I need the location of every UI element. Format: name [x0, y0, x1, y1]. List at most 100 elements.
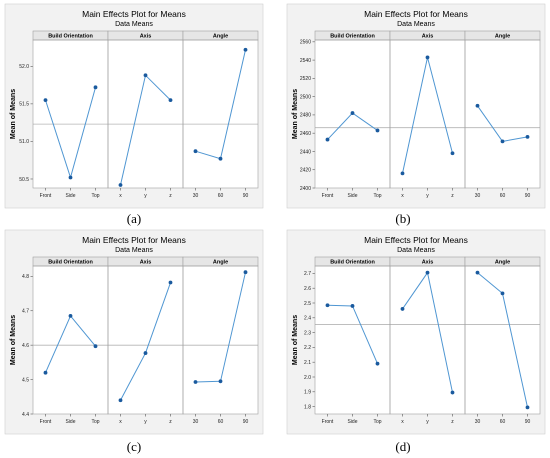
chart-title: Main Effects Plot for Means: [82, 235, 186, 245]
chart-title: Main Effects Plot for Means: [82, 9, 186, 19]
x-tick-label: Front: [40, 419, 52, 425]
data-point: [168, 280, 173, 285]
data-point: [500, 139, 505, 144]
caption-d: (d): [395, 439, 411, 454]
data-point: [143, 73, 148, 78]
y-tick-label: 51.0: [19, 139, 29, 145]
data-point: [93, 85, 98, 90]
x-tick-label: 30: [475, 419, 481, 425]
data-point: [118, 398, 123, 403]
y-axis-label: Mean of Means: [292, 89, 299, 139]
data-point: [325, 303, 330, 308]
y-tick-label: 4.4: [22, 412, 29, 418]
x-tick-label: 60: [218, 193, 224, 199]
factor-label: Build Orientation: [48, 34, 93, 40]
data-point: [375, 361, 380, 366]
data-point: [475, 103, 480, 108]
x-tick-label: z: [451, 419, 454, 425]
factor-label: Axis: [422, 260, 434, 266]
y-tick-label: 2.4: [304, 316, 311, 322]
y-tick-label: 2460: [300, 131, 311, 137]
x-tick-label: y: [426, 419, 429, 425]
data-point: [425, 55, 430, 60]
y-tick-label: 2500: [300, 94, 311, 100]
x-tick-label: x: [401, 419, 404, 425]
y-tick-label: 2400: [300, 186, 311, 192]
x-tick-label: Side: [347, 419, 357, 425]
factor-label: Axis: [140, 34, 152, 40]
x-tick-label: Side: [65, 193, 75, 199]
y-tick-label: 4.8: [22, 274, 29, 280]
factor-label: Angle: [213, 260, 228, 266]
y-tick-label: 2440: [300, 149, 311, 155]
factor-label: Build Orientation: [330, 34, 375, 40]
chart-a: Main Effects Plot for Means Data Means 50.…: [4, 3, 264, 209]
y-tick-label: 50.5: [19, 177, 29, 183]
y-tick-label: 2.2: [304, 345, 311, 351]
x-tick-label: Top: [373, 419, 381, 425]
y-tick-label: 51.5: [19, 102, 29, 108]
x-tick-label: Top: [373, 193, 381, 199]
plot-area: [33, 40, 258, 188]
factor-label: Axis: [422, 34, 434, 40]
y-tick-label: 52.0: [19, 64, 29, 70]
x-tick-label: 90: [525, 193, 531, 199]
factor-label: Axis: [140, 260, 152, 266]
factor-label: Angle: [495, 260, 510, 266]
y-tick-label: 2.7: [304, 271, 311, 277]
caption-a: (a): [126, 211, 142, 226]
x-tick-label: y: [144, 419, 147, 425]
y-tick-label: 4.5: [22, 377, 29, 383]
x-tick-label: Front: [322, 419, 334, 425]
data-point: [193, 149, 198, 154]
x-tick-label: 30: [475, 193, 481, 199]
chart-c: Main Effects Plot for Means Data Means 4.4…: [4, 229, 264, 435]
x-tick-label: Side: [347, 193, 357, 199]
x-tick-label: z: [169, 419, 172, 425]
x-tick-label: Top: [91, 193, 99, 199]
y-tick-label: 4.6: [22, 343, 29, 349]
caption-b: (b): [395, 211, 411, 226]
data-point: [450, 390, 455, 395]
x-tick-label: 60: [218, 419, 224, 425]
data-point: [68, 314, 73, 318]
x-tick-label: x: [119, 419, 122, 425]
data-point: [243, 270, 248, 275]
data-point: [325, 137, 330, 142]
factor-label: Build Orientation: [48, 260, 93, 266]
plot-area: [33, 266, 258, 414]
data-point: [350, 304, 355, 308]
y-tick-label: 2540: [300, 58, 311, 64]
chart-subtitle: Data Means: [397, 247, 435, 254]
y-axis-label: Mean of Means: [10, 315, 17, 365]
data-point: [68, 175, 73, 180]
data-point: [425, 270, 430, 275]
y-tick-label: 1.8: [304, 404, 311, 410]
x-tick-label: Front: [40, 193, 52, 199]
data-point: [400, 171, 405, 176]
chart-subtitle: Data Means: [115, 247, 153, 254]
y-axis-label: Mean of Means: [10, 89, 17, 139]
factor-label: Build Orientation: [330, 260, 375, 266]
x-tick-label: z: [169, 193, 172, 199]
data-point: [218, 379, 223, 384]
data-point: [243, 47, 248, 52]
y-tick-label: 2.6: [304, 286, 311, 292]
x-tick-label: Front: [322, 193, 334, 199]
chart-title: Main Effects Plot for Means: [364, 9, 468, 19]
data-point: [168, 98, 173, 103]
chart-subtitle: Data Means: [397, 21, 435, 28]
y-tick-label: 2480: [300, 113, 311, 119]
x-tick-label: 30: [193, 193, 199, 199]
y-tick-label: 2.3: [304, 330, 311, 336]
x-tick-label: z: [451, 193, 454, 199]
chart-d: Main Effects Plot for Means Data Means 1.8…: [286, 229, 546, 435]
x-tick-label: 60: [500, 193, 506, 199]
y-tick-label: 2560: [300, 40, 311, 46]
x-tick-label: 30: [193, 419, 199, 425]
data-point: [93, 344, 98, 349]
y-tick-label: 4.7: [22, 309, 29, 315]
chart-b: Main Effects Plot for Means Data Means 240…: [286, 3, 546, 209]
y-tick-label: 2520: [300, 76, 311, 82]
